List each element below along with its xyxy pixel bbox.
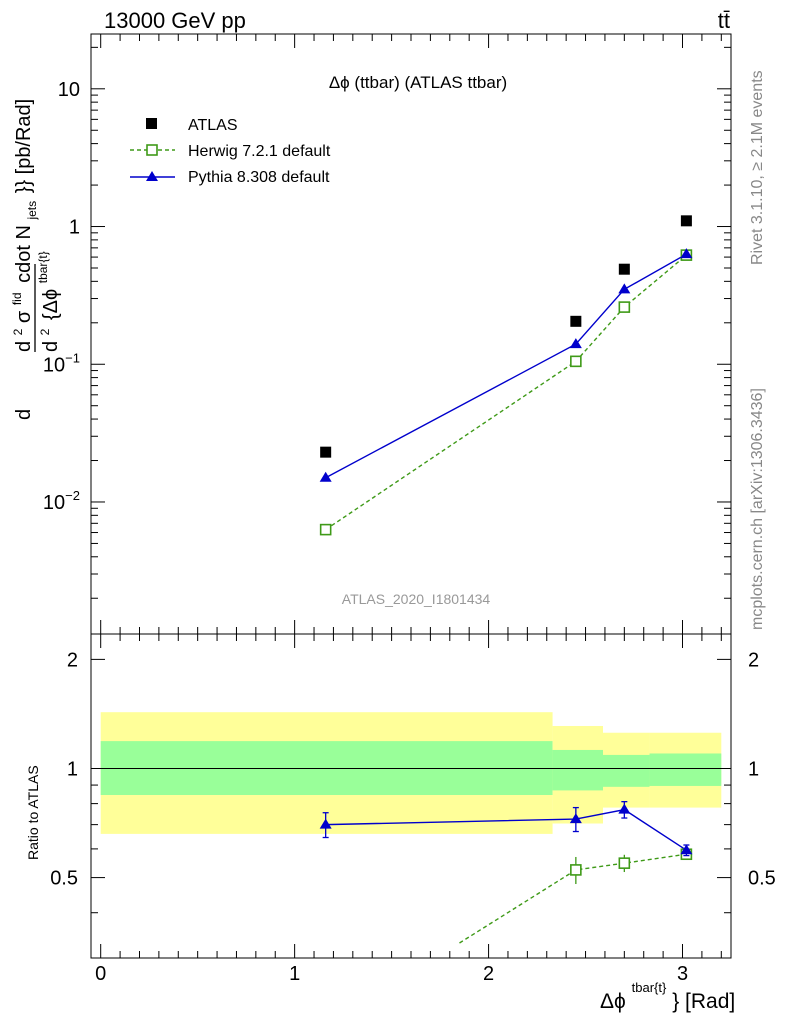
atlas-point [680, 215, 692, 227]
main-y-tick-exp: −2 [65, 488, 80, 503]
ratio-y-axis-label: Ratio to ATLAS [25, 765, 41, 860]
main-plot-frame [90, 33, 732, 635]
ylabel-jets: jets [25, 201, 39, 221]
ratio-y-tick-label-right: 1 [748, 758, 759, 780]
herwig-ratio-line [459, 853, 687, 944]
ylabel-sigma: σ [13, 310, 35, 323]
ylabel-fid: fid [10, 292, 24, 305]
legend: ATLAS Herwig 7.2.1 default Pythia 8.308 … [130, 117, 331, 186]
herwig-ratio-point [570, 864, 582, 876]
herwig-point [319, 523, 332, 536]
band-inner-2 [603, 754, 650, 787]
band-inner-3 [649, 753, 722, 786]
legend-marker-herwig [146, 144, 158, 156]
main-y-axis-label: d [13, 409, 35, 420]
header-process: 13000 GeV pp [104, 8, 246, 33]
xlabel-sup: tbar{t} [632, 980, 667, 995]
ylabel-num-sup: 2 [11, 328, 25, 335]
ylabel-den-d: d [40, 341, 62, 352]
mcplots-label: mcplots.cern.ch [arXiv:1306.3436] [749, 388, 766, 630]
main-y-tick-label: 10−1 [43, 350, 80, 376]
legend-label-pythia: Pythia 8.308 default [188, 169, 330, 186]
herwig-point [618, 301, 631, 313]
pythia-point [569, 338, 582, 349]
herwig-ratio-point [618, 857, 631, 869]
svg-text:d 2 σ fid: d 2 σ fid cdot N jets }} [pb/Rad] [4, 99, 41, 352]
atlas-point [618, 263, 630, 275]
pythia-ratio-point [618, 803, 631, 814]
main-y-tick-label: 1 [69, 217, 80, 239]
band-inner-1 [552, 749, 603, 791]
main-series-layer [319, 215, 693, 536]
ylabel-den-sup: 2 [38, 328, 52, 335]
svg-text:d 2 {Δϕ tbar: d 2 {Δϕ tbar{t} [32, 251, 62, 352]
main-y-axis-label-fraction: d 2 σ fid cdot N jets }} [pb/Rad] d 2 {Δ… [4, 99, 62, 352]
ratio-x-tick-label: 0 [95, 963, 106, 985]
plot-title: Δϕ (ttbar) (ATLAS ttbar) [329, 73, 507, 92]
analysis-watermark: ATLAS_2020_I1801434 [342, 591, 491, 607]
header-final-state: tt̄ [718, 8, 730, 33]
ylabel-den-tbar: tbar{t} [36, 251, 50, 283]
main-y-tick-base: 10 [58, 79, 80, 101]
svg-text:d: d [13, 409, 35, 420]
ratio-y-tick-label-left: 1 [67, 758, 78, 780]
main-y-tick-label: 10 [58, 79, 80, 101]
rivet-label: Rivet 3.1.10, ≥ 2.1M events [749, 70, 766, 265]
herwig-point [570, 355, 582, 368]
legend-label-atlas: ATLAS [188, 117, 238, 134]
ylabel-close: }} [pb/Rad] [13, 99, 35, 194]
ratio-axis-ticks: 0.5 0.5 1 1 2 2 0 1 2 3 [50, 634, 776, 985]
pythia-point [319, 471, 332, 482]
ylabel-cdot: cdot N [13, 225, 35, 283]
x-axis-label: Δϕ tbar{t} } [Rad] [600, 974, 735, 1013]
ylabel-den-rest: {Δϕ [40, 289, 62, 320]
main-y-tick-exp: −1 [65, 350, 80, 365]
pythia-ratio-point [569, 813, 582, 824]
main-y-tick-base: 10 [43, 354, 65, 376]
ratio-y-tick-label-right: 0.5 [748, 868, 776, 890]
pythia-point [618, 283, 631, 294]
ratio-x-tick-label: 3 [677, 963, 688, 985]
xlabel-rest: } [Rad] [672, 990, 735, 1013]
ratio-uncertainty-bands [100, 712, 722, 834]
ratio-y-tick-label-left: 2 [67, 649, 78, 671]
ratio-series-layer [319, 801, 693, 944]
herwig-line [325, 254, 687, 531]
ratio-x-tick-label: 1 [289, 963, 300, 985]
ratio-y-tick-label-right: 2 [748, 649, 759, 671]
ratio-y-tick-label-left: 0.5 [50, 868, 78, 890]
atlas-point [570, 315, 582, 327]
pythia-ratio-point [680, 844, 693, 855]
pythia-point [680, 248, 693, 259]
pythia-line [325, 253, 687, 479]
main-y-tick-label: 10−2 [43, 488, 80, 514]
pythia-ratio-line [325, 808, 687, 851]
legend-label-herwig: Herwig 7.2.1 default [188, 143, 331, 160]
legend-marker-atlas [146, 118, 157, 129]
ylabel-num-d: d [13, 341, 35, 352]
xlabel-phi: Δϕ [600, 990, 626, 1013]
main-y-tick-base: 10 [43, 492, 65, 514]
atlas-point [320, 446, 332, 458]
legend-marker-pythia [146, 171, 158, 181]
main-y-tick-base: 1 [69, 217, 80, 239]
ylabel-d: d [13, 409, 35, 420]
pythia-ratio-point [319, 818, 332, 829]
ratio-x-tick-label: 2 [483, 963, 494, 985]
